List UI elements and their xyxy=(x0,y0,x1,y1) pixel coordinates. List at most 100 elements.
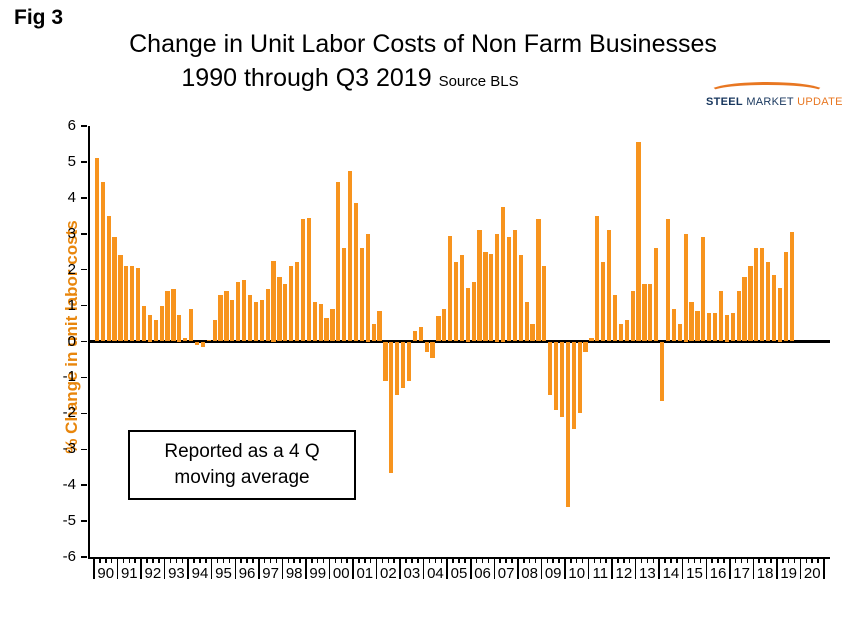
logo-word-steel: STEEL xyxy=(706,96,743,108)
x-quarter-tick xyxy=(358,557,360,563)
bar xyxy=(442,309,447,342)
bar xyxy=(324,318,329,342)
x-year-tick xyxy=(564,557,566,579)
x-quarter-tick xyxy=(199,557,201,563)
x-quarter-tick xyxy=(417,557,419,563)
x-tick-label: 11 xyxy=(592,565,609,582)
bar xyxy=(742,276,747,342)
bar xyxy=(707,312,712,342)
x-quarter-tick xyxy=(263,557,266,563)
bar xyxy=(736,291,741,342)
x-quarter-tick xyxy=(452,557,454,563)
x-quarter-tick xyxy=(693,557,696,563)
bar xyxy=(701,237,706,342)
bar xyxy=(347,170,353,342)
x-tick-label: 06 xyxy=(474,565,491,582)
x-quarter-tick xyxy=(628,557,631,563)
x-quarter-tick xyxy=(152,557,154,563)
bar xyxy=(247,294,253,342)
x-year-tick xyxy=(470,557,472,579)
x-quarter-tick xyxy=(269,557,272,563)
x-year-tick xyxy=(116,557,119,579)
x-tick-label: 05 xyxy=(450,565,468,582)
x-quarter-tick xyxy=(287,557,290,563)
x-quarter-tick xyxy=(340,557,342,563)
bar xyxy=(94,158,100,342)
y-tick-mark xyxy=(81,268,87,271)
bar xyxy=(542,266,547,342)
x-year-tick xyxy=(799,557,802,579)
x-quarter-tick xyxy=(758,557,760,563)
x-tick-label: 92 xyxy=(144,565,162,582)
x-quarter-tick xyxy=(646,557,649,563)
x-quarter-tick xyxy=(552,557,554,563)
x-tick-label: 10 xyxy=(568,565,586,582)
x-quarter-tick xyxy=(222,557,225,563)
bar xyxy=(395,341,400,396)
x-tick-label: 04 xyxy=(427,565,444,582)
x-year-tick xyxy=(281,557,284,579)
bar xyxy=(571,341,576,430)
x-quarter-tick xyxy=(640,557,643,563)
x-quarter-tick xyxy=(181,557,184,563)
x-quarter-tick xyxy=(740,557,743,563)
figure-number: Fig 3 xyxy=(14,6,64,29)
x-quarter-tick xyxy=(110,557,113,563)
x-year-tick xyxy=(352,557,354,579)
x-year-tick xyxy=(634,557,637,579)
x-year-tick xyxy=(540,557,543,579)
x-quarter-tick xyxy=(805,557,808,563)
bar xyxy=(271,260,276,342)
x-tick-label: 14 xyxy=(662,565,680,582)
x-quarter-tick xyxy=(146,557,148,563)
x-year-tick xyxy=(752,557,755,579)
x-quarter-tick xyxy=(605,557,607,563)
x-quarter-tick xyxy=(670,557,672,563)
x-tick-label: 03 xyxy=(403,565,421,582)
y-tick-label: -1 xyxy=(62,368,76,386)
x-quarter-tick xyxy=(599,557,602,563)
bar xyxy=(312,301,317,342)
bar xyxy=(153,319,158,342)
bar xyxy=(342,248,347,342)
y-tick-mark xyxy=(81,197,87,199)
x-year-tick xyxy=(375,557,378,579)
x-quarter-tick xyxy=(381,557,384,563)
x-quarter-tick xyxy=(511,557,513,563)
annotation-box: Reported as a 4 Q moving average xyxy=(128,430,356,500)
x-quarter-tick xyxy=(546,557,549,563)
logo-word-update: UPDATE xyxy=(797,96,843,108)
bar xyxy=(400,341,406,389)
y-tick-label: 4 xyxy=(67,188,76,206)
y-tick-label: -5 xyxy=(62,512,76,530)
bar xyxy=(589,337,594,342)
bar xyxy=(624,319,629,342)
x-quarter-tick xyxy=(134,557,136,563)
x-quarter-tick xyxy=(105,557,107,563)
bar xyxy=(595,215,600,342)
x-quarter-tick xyxy=(581,557,584,563)
x-year-tick xyxy=(823,557,825,579)
x-quarter-tick xyxy=(440,557,443,563)
x-tick-label: 98 xyxy=(285,565,303,582)
bar xyxy=(306,217,311,342)
bar xyxy=(695,310,700,342)
x-quarter-tick xyxy=(617,557,619,563)
bar xyxy=(783,251,788,342)
x-quarter-tick xyxy=(817,557,819,563)
bar xyxy=(336,181,341,342)
bar xyxy=(183,337,188,342)
x-year-tick xyxy=(140,557,142,579)
x-quarter-tick xyxy=(481,557,484,563)
y-tick-label: -3 xyxy=(62,440,76,458)
x-quarter-tick xyxy=(428,557,431,563)
y-tick-label: 1 xyxy=(67,296,76,314)
x-tick-label: 01 xyxy=(356,565,374,582)
x-quarter-tick xyxy=(322,557,325,563)
x-quarter-tick xyxy=(216,557,219,563)
x-quarter-tick xyxy=(464,557,466,563)
x-quarter-tick xyxy=(746,557,749,563)
annotation-line2: moving average xyxy=(174,467,310,488)
bar xyxy=(671,309,676,342)
bar xyxy=(748,266,753,342)
